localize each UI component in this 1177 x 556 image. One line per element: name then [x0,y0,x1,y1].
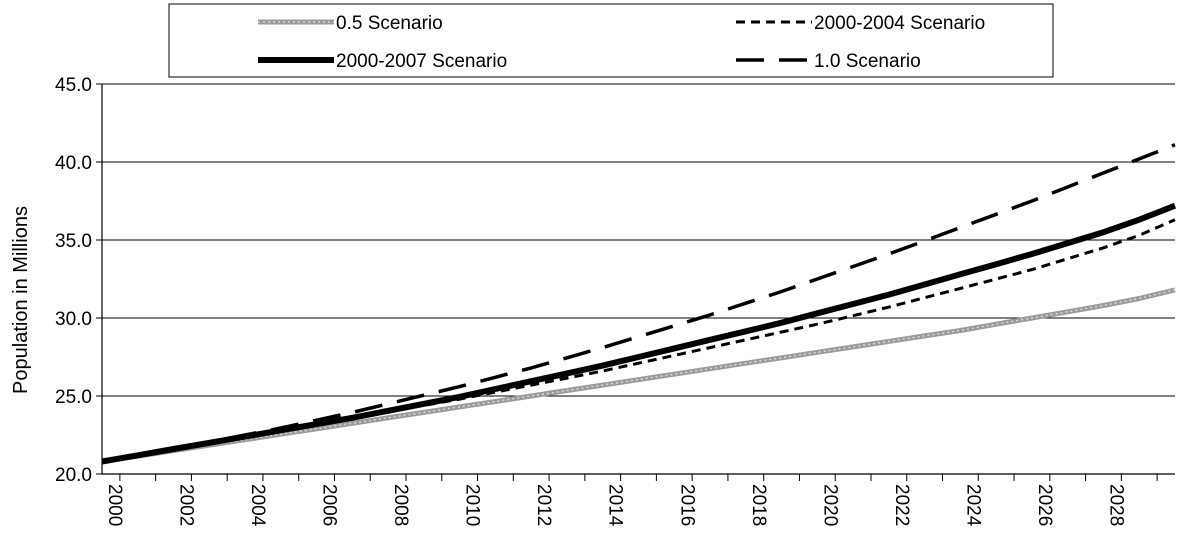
x-tick-label: 2014 [605,484,626,527]
legend-box [168,3,1054,78]
x-tick-label: 2020 [819,484,840,526]
x-tick-label: 2004 [247,484,268,527]
x-tick-label: 2006 [319,484,340,526]
legend-label: 2000-2007 Scenario [336,51,507,72]
y-axis-title: Population in Millions [10,206,32,394]
legend: 0.5 Scenario 2000-2004 Scenario 2000-2007 … [168,3,1054,78]
legend-label: 0.5 Scenario [336,13,443,34]
y-tick-label: 35.0 [55,231,92,252]
x-tick-label: 2012 [533,484,554,526]
x-tick-label: 2022 [891,484,912,526]
x-tick-label: 2026 [1034,484,1055,526]
y-tick-label: 40.0 [55,153,92,174]
y-tick-label: 45.0 [55,75,92,96]
plot-area [101,84,1175,475]
y-tick-label: 25.0 [55,387,92,408]
x-tick-label: 2024 [962,484,983,527]
series-line-gray-patterned-overlay [101,289,1176,463]
series-layer [101,143,1177,465]
legend-label: 1.0 Scenario [814,51,921,72]
x-tick-label: 2010 [462,484,483,526]
x-axis-ticks: 2000 2002 2004 2006 2008 2010 2012 2014 2016 2018… [104,474,1158,527]
series-line-thick-solid [101,202,1177,465]
y-tick-label: 20.0 [55,465,92,486]
x-tick-label: 2028 [1105,484,1126,526]
legend-label: 2000-2004 Scenario [814,13,985,34]
x-tick-label: 2000 [104,484,125,526]
x-tick-label: 2018 [748,484,769,526]
series-line-short-dash [101,218,1176,463]
series-line-long-dash [101,143,1176,464]
y-axis-ticks: 20.0 25.0 30.0 35.0 40.0 45.0 [55,75,102,486]
x-tick-label: 2016 [676,484,697,526]
y-tick-label: 30.0 [55,309,92,330]
gridlines [102,83,1175,397]
x-tick-label: 2008 [390,484,411,526]
x-tick-label: 2002 [176,484,197,526]
